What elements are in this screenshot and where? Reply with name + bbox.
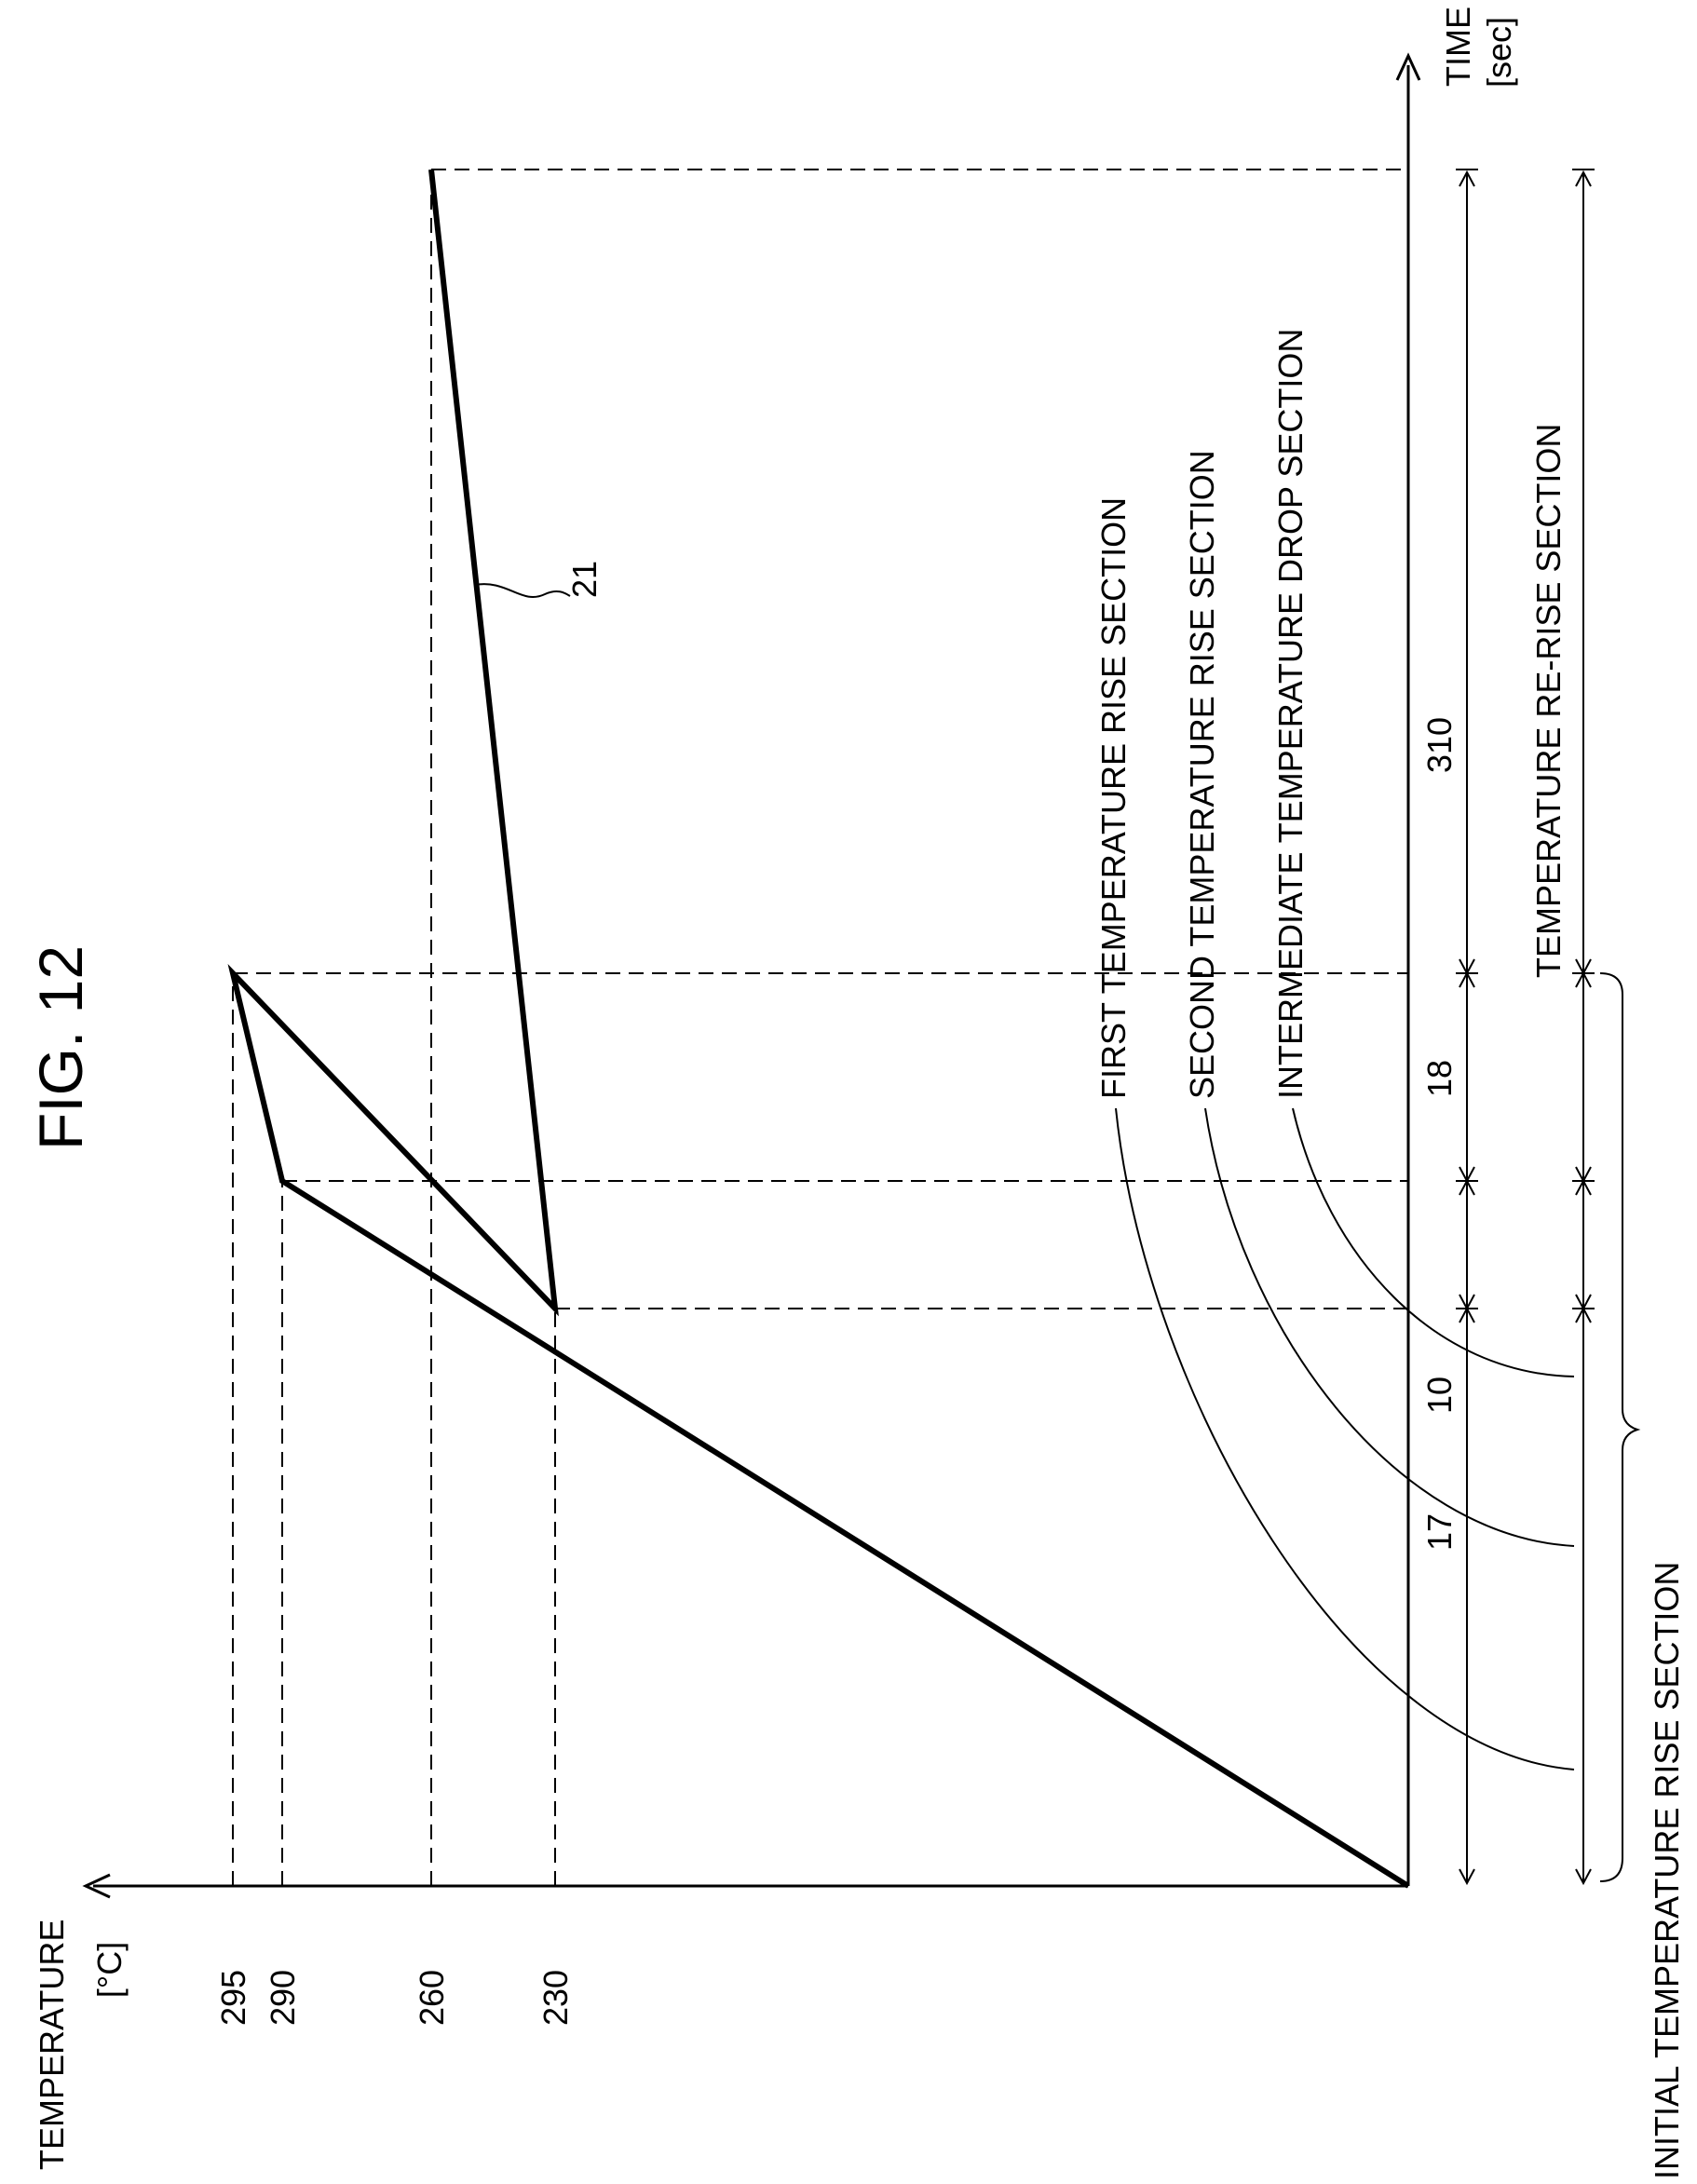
- re-rise-section-label: TEMPERATURE RE-RISE SECTION: [1529, 424, 1568, 978]
- duration-17: 17: [1420, 1513, 1459, 1551]
- duration-18: 18: [1420, 1060, 1459, 1097]
- curve-reference-leader: [474, 583, 571, 598]
- tick-230: 230: [536, 1970, 575, 2026]
- second-rise-leader: [1204, 1107, 1575, 1547]
- temperature-axis-unit: [°C]: [90, 1942, 129, 1998]
- duration-dimension-lower: [1572, 169, 1595, 1886]
- duration-310: 310: [1420, 717, 1459, 773]
- tick-290: 290: [264, 1970, 302, 2026]
- temperature-axis-arrowhead: [82, 1873, 111, 1899]
- duration-dimension-upper: [1456, 169, 1478, 1886]
- tick-295: 295: [214, 1970, 252, 2026]
- drop-section-label: INTERMEDIATE TEMPERATURE DROP SECTION: [1271, 329, 1310, 1099]
- initial-rise-section-label: INITIAL TEMPERATURE RISE SECTION: [1648, 1562, 1686, 2179]
- time-axis-label: TIME: [1439, 7, 1477, 87]
- temperature-profile-curve: [227, 169, 1410, 1889]
- initial-rise-brace: [1599, 972, 1641, 1882]
- first-rise-section-label: FIRST TEMPERATURE RISE SECTION: [1094, 497, 1133, 1099]
- time-axis-unit: [sec]: [1480, 17, 1518, 88]
- duration-10: 10: [1420, 1377, 1459, 1414]
- time-axis-arrowhead: [1395, 52, 1421, 81]
- drop-leader: [1292, 1107, 1575, 1377]
- second-rise-section-label: SECOND TEMPERATURE RISE SECTION: [1183, 450, 1221, 1099]
- temperature-axis-label: TEMPERATURE: [33, 1919, 71, 2170]
- figure-title: FIG. 12: [26, 945, 95, 1150]
- first-rise-leader: [1115, 1107, 1575, 1770]
- curve-reference-numeral: 21: [565, 561, 604, 598]
- tick-260: 260: [413, 1970, 451, 2026]
